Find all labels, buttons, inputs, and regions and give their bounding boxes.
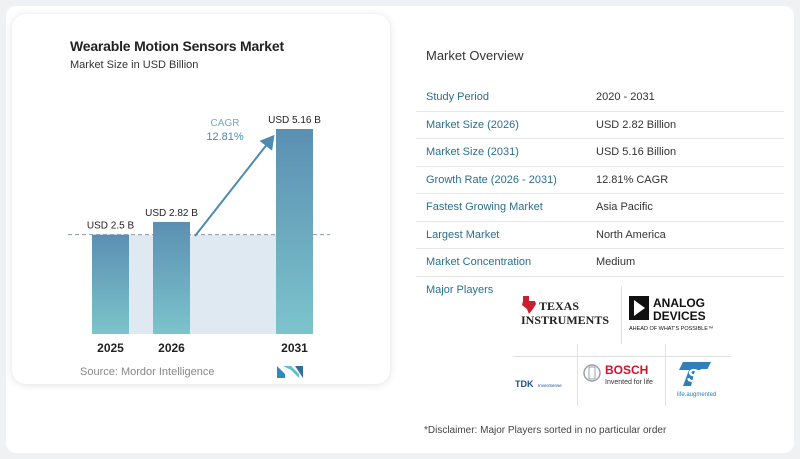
st-mark-icon: ST: [679, 362, 711, 386]
overview-row-label: Study Period: [426, 91, 489, 104]
cagr-arrow: [194, 134, 275, 237]
source-text: Source: Mordor Intelligence: [80, 366, 215, 378]
overview-row-label: Market Size (2026): [426, 118, 519, 131]
x-tick-label: 2031: [281, 341, 308, 355]
analog-devices-logo: ANALOG DEVICES AHEAD OF WHAT'S POSSIBLE™: [625, 294, 731, 342]
grid-divider: [577, 344, 578, 406]
overview-row-label: Market Concentration: [426, 256, 532, 269]
overview-row-value: USD 2.82 Billion: [596, 118, 677, 131]
texas-state-icon: [522, 296, 536, 314]
overview-row-label: Growth Rate (2026 - 2031): [426, 173, 557, 186]
overview-row: Market Size (2026) USD 2.82 Billion: [416, 112, 784, 139]
tdk-tagline: InvenSense: [537, 383, 562, 388]
overview-row-value: 12.81% CAGR: [596, 173, 669, 186]
players-grid: TEXAS INSTRUMENTS ANALOG DEVICES AHEAD O…: [513, 286, 731, 406]
ti-name-line1: TEXAS: [539, 299, 580, 313]
overview-row: Growth Rate (2026 - 2031) 12.81% CAGR: [416, 167, 784, 194]
bosch-armature-icon: [583, 364, 601, 382]
overview-row-label: Largest Market: [426, 228, 500, 241]
svg-text:ST: ST: [687, 366, 711, 386]
overview-row-label: Market Size (2031): [426, 146, 519, 159]
texas-instruments-logo: TEXAS INSTRUMENTS: [517, 296, 617, 338]
chart-subtitle: Market Size in USD Billion: [70, 59, 199, 71]
ti-name-line2: INSTRUMENTS: [521, 313, 610, 327]
overview-row-value: Asia Pacific: [596, 201, 653, 214]
overview-row-value: North America: [596, 228, 666, 241]
grid-divider: [621, 286, 622, 344]
grid-divider: [665, 344, 666, 406]
data-label: USD 5.16 B: [268, 115, 321, 126]
overview-row: Market Size (2031) USD 5.16 Billion: [416, 139, 784, 167]
bar-2026: [153, 221, 190, 334]
overview-row-value: 2020 - 2031: [596, 91, 655, 104]
cagr-label: CAGR: [211, 118, 240, 129]
adi-name-line1: ANALOG: [653, 296, 705, 310]
tdk-logo: TDK InvenSense: [515, 374, 575, 390]
bosch-name: BOSCH: [605, 363, 649, 377]
overview-row-value: USD 5.16 Billion: [596, 146, 677, 159]
adi-name-line2: DEVICES: [653, 309, 706, 323]
bar-2025: [92, 234, 129, 334]
overview-table: Study Period 2020 - 2031 Market Size (2026…: [416, 84, 784, 277]
tdk-name: TDK: [515, 379, 534, 389]
analog-devices-icon: [629, 296, 649, 320]
bosch-logo: BOSCH Invented for life: [581, 360, 663, 396]
chart-title: Wearable Motion Sensors Market: [70, 38, 284, 54]
bar-chart: USD 2.5 B 2025 USD 2.82 B 2026 USD 5.16 B 203…: [68, 115, 330, 355]
x-tick-label: 2026: [158, 341, 185, 355]
overview-row: Largest Market North America: [416, 222, 784, 249]
x-tick-label: 2025: [97, 341, 124, 355]
disclaimer-text: *Disclaimer: Major Players sorted in no …: [424, 425, 667, 436]
data-label: USD 2.82 B: [145, 208, 198, 219]
bar-2031: [276, 129, 313, 334]
overview-row: Study Period 2020 - 2031: [416, 84, 784, 112]
cagr-value: 12.81%: [206, 131, 244, 143]
overview-row: Fastest Growing Market Asia Pacific: [416, 194, 784, 222]
adi-tagline: AHEAD OF WHAT'S POSSIBLE™: [629, 326, 714, 332]
bosch-tagline: Invented for life: [605, 379, 653, 386]
data-label: USD 2.5 B: [87, 221, 135, 232]
st-logo: ST life.augmented: [671, 362, 731, 402]
major-players-label: Major Players: [426, 284, 494, 296]
overview-row-label: Fastest Growing Market: [426, 201, 543, 214]
overview-row: Market Concentration Medium: [416, 249, 784, 277]
st-tagline: life.augmented: [677, 392, 717, 398]
grid-divider: [513, 356, 731, 357]
overview-row-value: Medium: [596, 256, 636, 269]
mordor-logo-icon: [277, 366, 303, 378]
overview-title: Market Overview: [426, 48, 524, 63]
